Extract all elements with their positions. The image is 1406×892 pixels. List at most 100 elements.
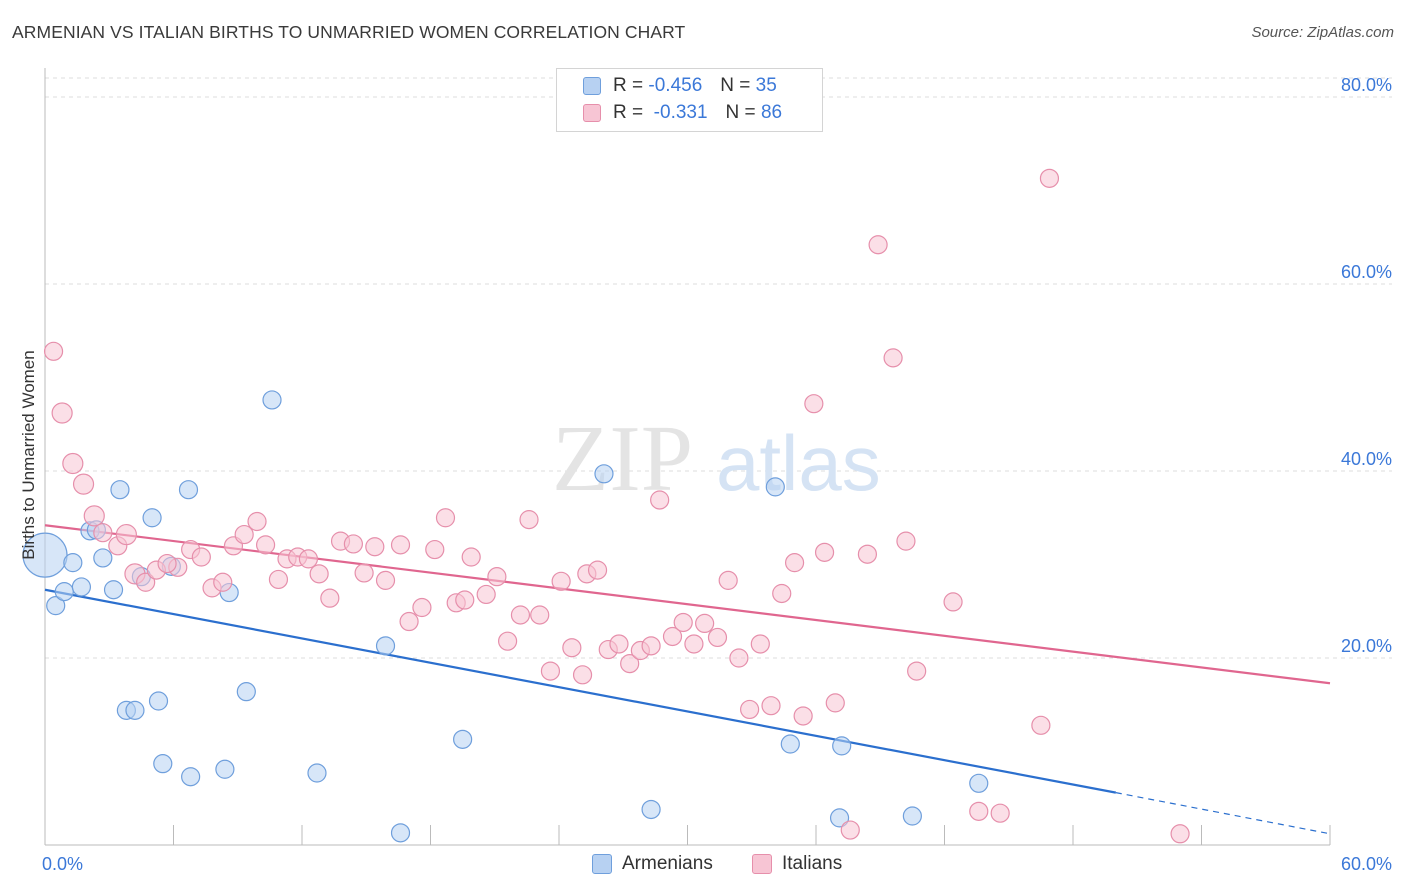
- data-point-armenians: [832, 736, 852, 756]
- data-point-armenians: [902, 806, 922, 826]
- data-point-italians: [695, 613, 715, 634]
- data-point-italians: [461, 547, 481, 567]
- tick-labels: 20.0% 40.0% 60.0% 80.0% 0.0% 60.0%: [42, 75, 1392, 874]
- data-point-italians: [587, 560, 608, 580]
- data-point-italians: [707, 627, 728, 648]
- data-point-italians: [1031, 715, 1051, 735]
- trend-lines: [44, 524, 1331, 835]
- data-point-italians: [354, 563, 374, 583]
- data-point-italians: [487, 567, 507, 587]
- data-point-italians: [772, 583, 792, 604]
- data-point-armenians: [71, 577, 92, 597]
- data-points: [22, 168, 1190, 844]
- data-point-italians: [83, 505, 105, 527]
- correlation-legend: R = -0.456 N = 35 R = -0.331 N = 86: [556, 68, 823, 132]
- data-point-italians: [896, 531, 916, 551]
- data-point-armenians: [375, 636, 396, 656]
- data-point-armenians: [93, 548, 113, 568]
- data-point-armenians: [390, 823, 411, 843]
- data-point-italians: [43, 341, 64, 361]
- bottom-legend-swatch-armenians: [592, 854, 612, 874]
- data-point-italians: [857, 544, 878, 564]
- data-point-italians: [868, 235, 888, 255]
- data-point-italians: [609, 634, 629, 654]
- data-point-italians: [268, 569, 289, 590]
- data-point-armenians: [641, 799, 661, 820]
- data-point-italians: [784, 553, 805, 573]
- data-point-italians: [572, 665, 593, 685]
- data-point-italians: [510, 605, 531, 625]
- data-point-italians: [375, 570, 396, 590]
- data-point-italians: [320, 588, 340, 608]
- data-point-italians: [662, 626, 683, 647]
- data-point-italians: [620, 654, 640, 674]
- data-point-armenians: [54, 582, 74, 602]
- data-point-italians: [255, 535, 276, 555]
- bottom-legend-armenians: Armenians: [592, 851, 713, 877]
- data-point-italians: [93, 523, 113, 543]
- legend-n-value: 35: [755, 75, 777, 96]
- data-point-italians: [247, 511, 267, 532]
- data-point-italians: [476, 584, 496, 605]
- data-point-italians: [136, 572, 156, 592]
- data-point-italians: [51, 402, 73, 424]
- data-point-italians: [825, 693, 845, 713]
- data-point-armenians: [829, 808, 850, 828]
- watermark-atlas: atlas: [716, 419, 881, 507]
- data-point-armenians: [780, 734, 800, 754]
- data-point-italians: [814, 542, 835, 562]
- data-point-armenians: [103, 580, 124, 600]
- data-point-armenians: [453, 729, 473, 749]
- data-point-italians: [641, 636, 661, 656]
- data-point-armenians: [148, 691, 169, 711]
- data-point-italians: [990, 803, 1010, 823]
- data-point-italians: [750, 634, 770, 654]
- data-point-italians: [365, 537, 385, 557]
- data-point-italians: [62, 452, 84, 475]
- data-point-italians: [943, 592, 963, 612]
- y-tick-label: 20.0%: [1341, 636, 1392, 656]
- data-point-armenians: [178, 480, 199, 500]
- data-point-armenians: [181, 767, 201, 787]
- data-point-italians: [1039, 168, 1060, 188]
- x-tick-label: 0.0%: [42, 854, 83, 874]
- data-point-italians: [840, 820, 860, 840]
- data-point-italians: [498, 631, 518, 651]
- data-point-italians: [191, 547, 211, 567]
- data-point-italians: [309, 564, 329, 584]
- data-point-italians: [650, 490, 670, 510]
- data-point-armenians: [262, 390, 282, 410]
- data-point-armenians: [594, 464, 614, 484]
- data-point-italians: [804, 394, 824, 414]
- bottom-legend-label-armenians: Armenians: [622, 853, 713, 874]
- data-point-armenians: [153, 754, 173, 774]
- grid-lines: [45, 77, 1392, 659]
- watermark-zip: ZIP: [552, 407, 693, 511]
- legend-swatch-italians: [583, 104, 601, 122]
- legend-r-label: R =: [613, 75, 644, 96]
- data-point-italians: [1170, 824, 1190, 844]
- data-point-italians: [343, 534, 363, 554]
- legend-row-armenians: R = -0.456 N = 35: [583, 73, 777, 99]
- data-point-italians: [399, 611, 419, 632]
- data-point-italians: [530, 605, 550, 625]
- data-point-italians: [213, 572, 233, 592]
- bottom-legend-swatch-italians: [752, 854, 772, 874]
- data-point-italians: [907, 661, 927, 681]
- y-tick-label: 80.0%: [1341, 75, 1392, 95]
- data-point-italians: [425, 539, 445, 560]
- data-point-italians: [729, 648, 749, 668]
- x-tick-label: 60.0%: [1341, 854, 1392, 874]
- data-point-italians: [761, 696, 781, 716]
- data-point-italians: [234, 524, 254, 545]
- y-tick-label: 60.0%: [1341, 262, 1392, 282]
- axes: [44, 68, 1331, 846]
- bottom-legend-label-italians: Italians: [782, 853, 843, 874]
- legend-n-label: N =: [720, 75, 751, 96]
- legend-n-value: 86: [760, 102, 783, 123]
- data-point-italians: [883, 348, 903, 368]
- y-axis-label: Births to Unmarried Women: [19, 350, 38, 559]
- data-point-italians: [551, 571, 571, 591]
- data-point-armenians: [969, 773, 989, 793]
- chart-title: ARMENIAN VS ITALIAN BIRTHS TO UNMARRIED …: [12, 22, 686, 42]
